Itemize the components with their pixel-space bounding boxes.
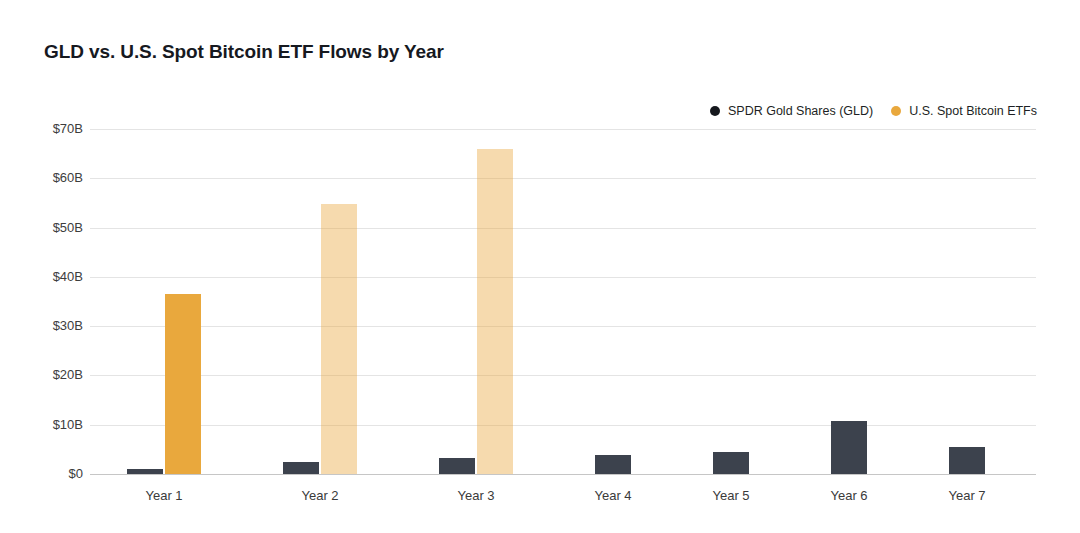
gridline	[90, 129, 1036, 130]
bar-btc-year-3	[477, 149, 513, 474]
y-axis-tick-label: $10B	[0, 417, 83, 433]
bar-gld-year-3	[439, 458, 475, 474]
x-axis-tick-label: Year 7	[948, 488, 985, 503]
x-axis-tick-label: Year 5	[712, 488, 749, 503]
bar-gld-year-4	[595, 455, 631, 474]
bar-gld-year-6	[831, 421, 867, 474]
y-axis-tick-label: $20B	[0, 367, 83, 383]
x-axis-tick-label: Year 4	[594, 488, 631, 503]
y-axis-tick-label: $60B	[0, 170, 83, 186]
x-axis-line	[90, 474, 1036, 475]
y-axis-tick-label: $0	[0, 466, 83, 482]
gridline	[90, 375, 1036, 376]
gridline	[90, 228, 1036, 229]
bar-gld-year-2	[283, 462, 319, 474]
gridline	[90, 326, 1036, 327]
bar-btc-year-1	[165, 294, 201, 474]
x-axis-tick-label: Year 2	[301, 488, 338, 503]
x-axis-tick-label: Year 1	[145, 488, 182, 503]
chart-card: GLD vs. U.S. Spot Bitcoin ETF Flows by Y…	[0, 0, 1080, 533]
bar-gld-year-5	[713, 452, 749, 474]
y-axis-tick-label: $50B	[0, 220, 83, 236]
y-axis-tick-label: $30B	[0, 318, 83, 334]
y-axis-tick-label: $40B	[0, 269, 83, 285]
gridline	[90, 425, 1036, 426]
x-axis-tick-label: Year 6	[830, 488, 867, 503]
bar-gld-year-1	[127, 469, 163, 474]
gridline	[90, 277, 1036, 278]
plot-area: $0 $10B $20B $30B $40B $50B $60B $70B Year 1 Year…	[0, 0, 1080, 533]
bar-btc-year-2	[321, 204, 357, 474]
gridline	[90, 178, 1036, 179]
bar-gld-year-7	[949, 447, 985, 474]
x-axis-tick-label: Year 3	[457, 488, 494, 503]
y-axis-tick-label: $70B	[0, 121, 83, 137]
